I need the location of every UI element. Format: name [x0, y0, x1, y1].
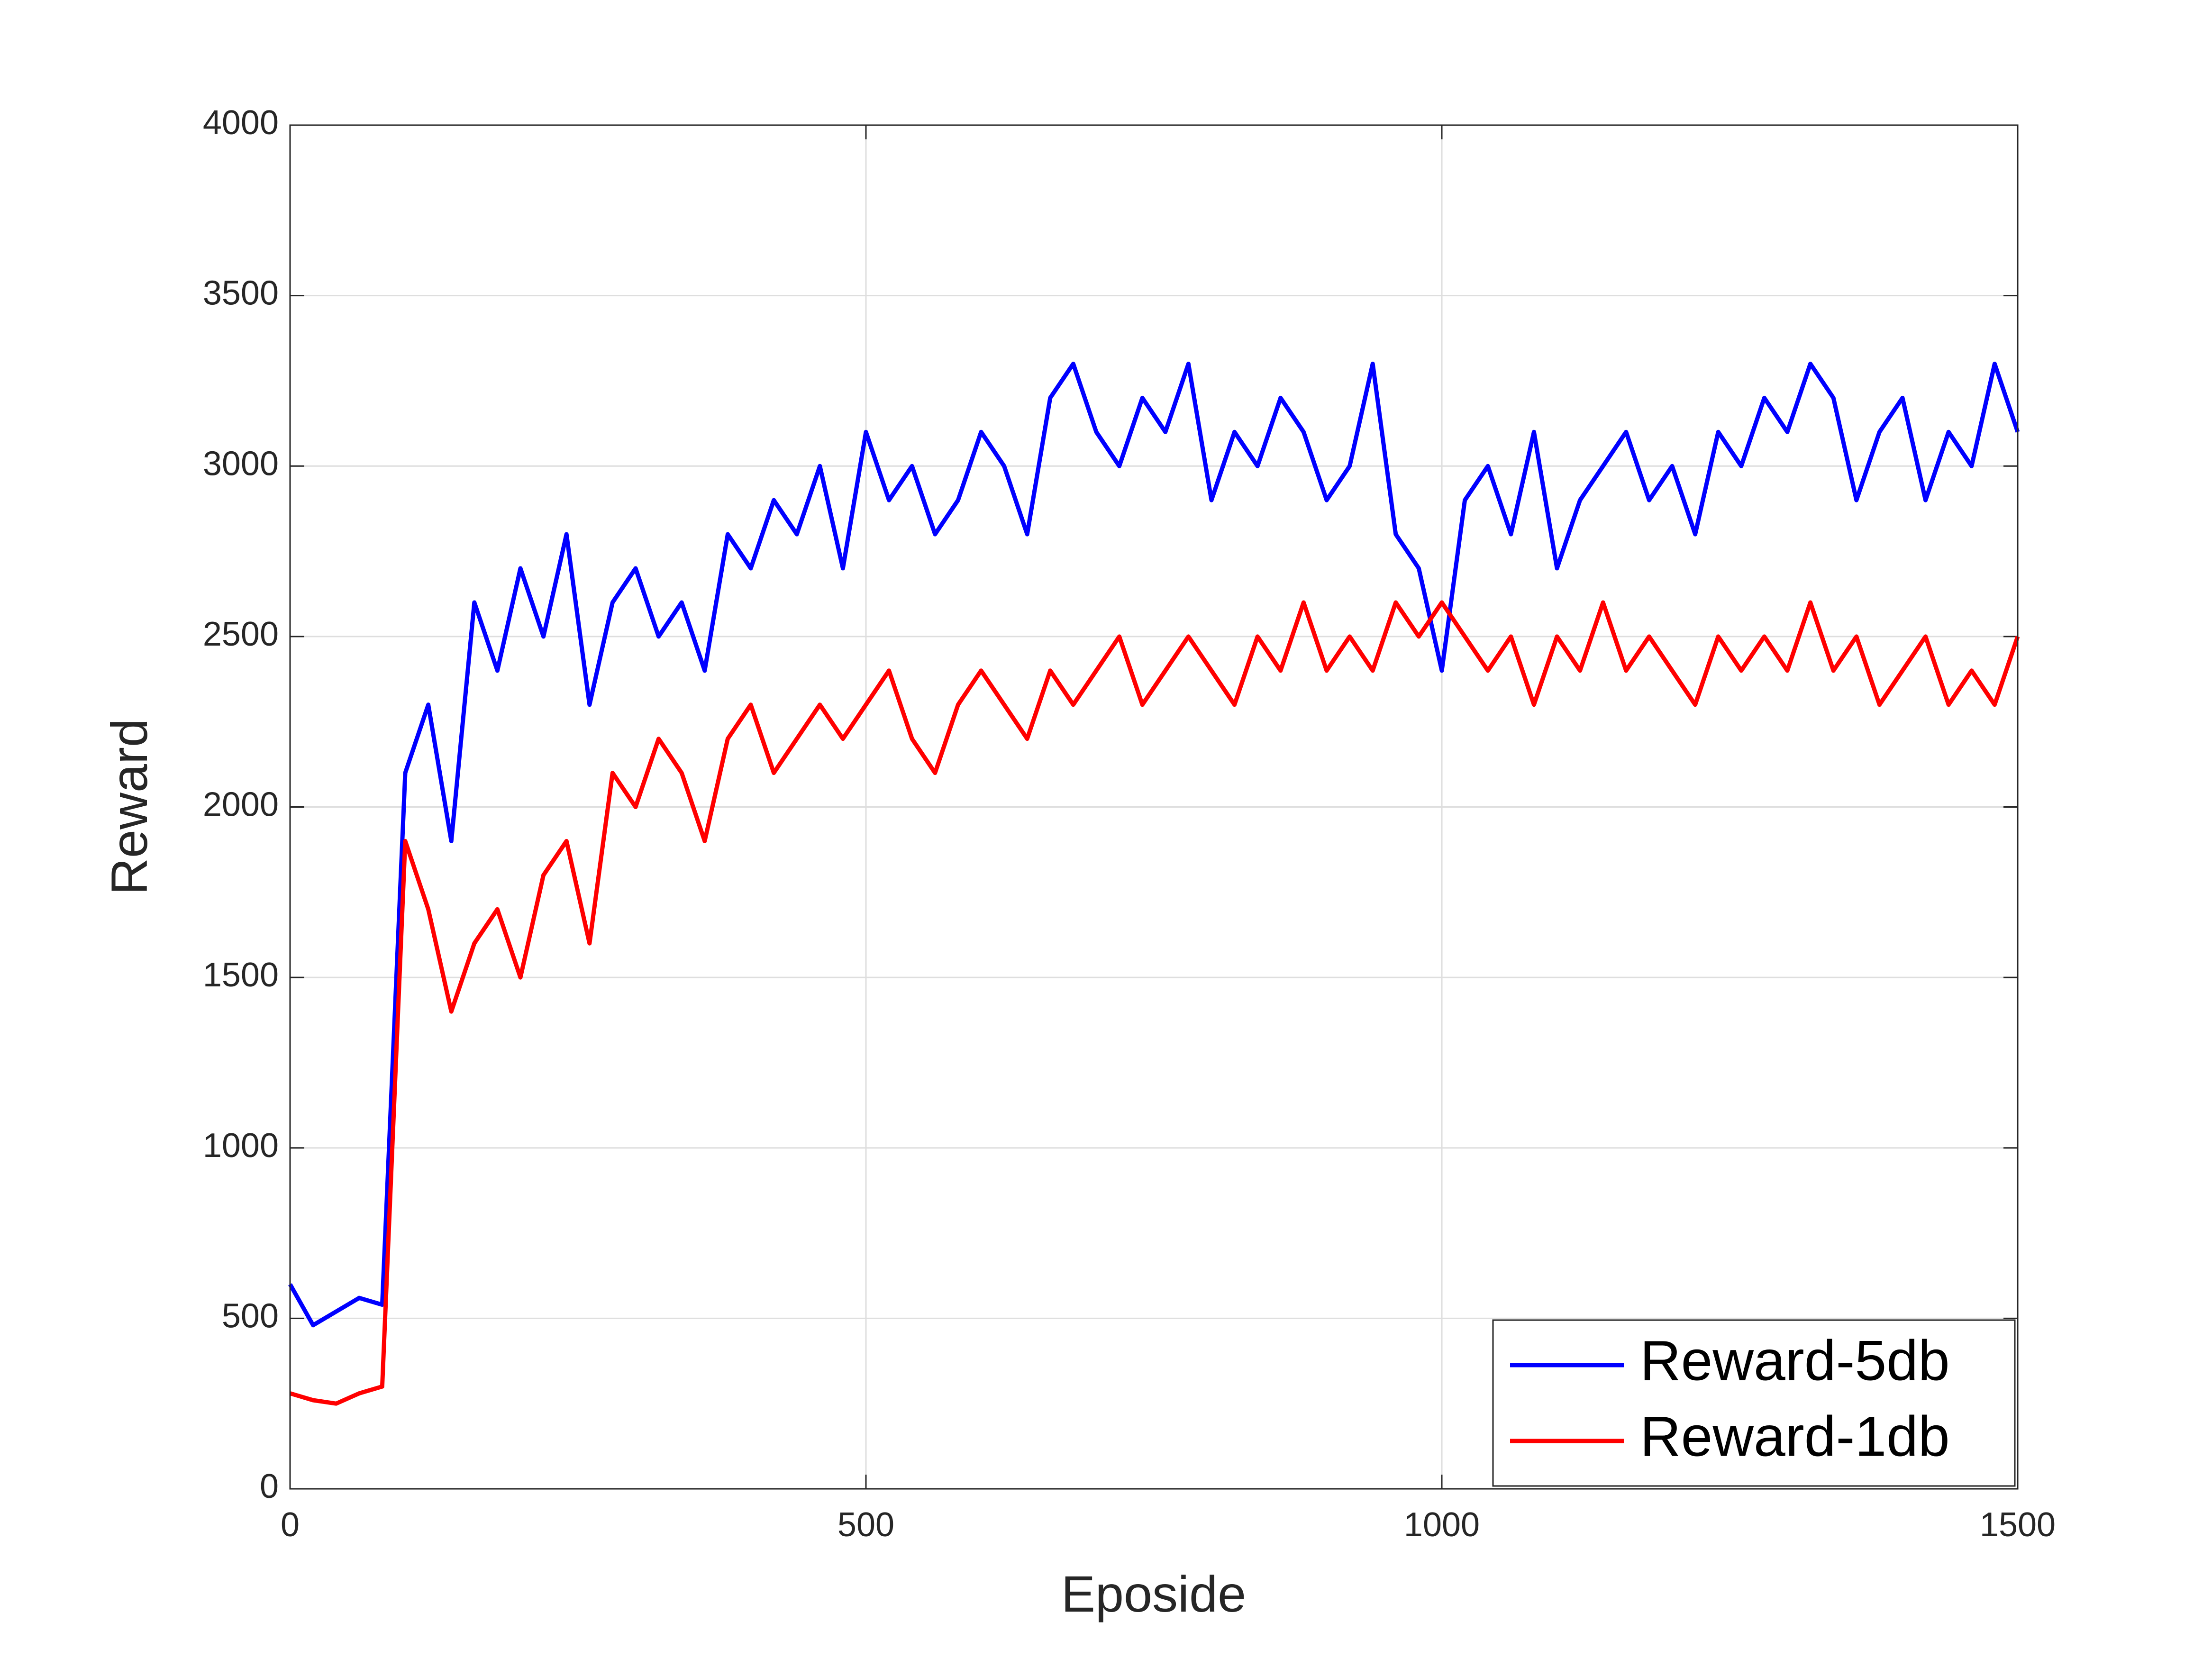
y-tick-label: 2000: [203, 786, 279, 824]
x-tick-label: 1000: [1404, 1506, 1480, 1544]
y-tick-label: 3000: [203, 445, 279, 483]
x-tick-label: 0: [281, 1506, 300, 1544]
y-tick-label: 3500: [203, 274, 279, 312]
x-tick-label: 500: [837, 1506, 894, 1544]
legend-label: Reward-5db: [1640, 1329, 1950, 1393]
y-tick-label: 2500: [203, 615, 279, 653]
y-tick-label: 500: [222, 1297, 279, 1335]
axes-box: [289, 124, 2019, 1490]
legend-box: [1492, 1319, 2016, 1487]
data-line: [288, 362, 2020, 1328]
legend-label: Reward-1db: [1640, 1405, 1950, 1468]
y-tick-label: 4000: [203, 104, 279, 142]
data-line: [289, 600, 2020, 1406]
x-axis-label: Eposide: [1061, 1565, 1246, 1623]
y-axis-label: Reward: [100, 719, 158, 895]
y-tick-label: 0: [260, 1468, 279, 1505]
y-tick-label: 1500: [203, 956, 279, 994]
x-tick-label: 1500: [1980, 1506, 2056, 1544]
y-tick-label: 1000: [203, 1127, 279, 1165]
